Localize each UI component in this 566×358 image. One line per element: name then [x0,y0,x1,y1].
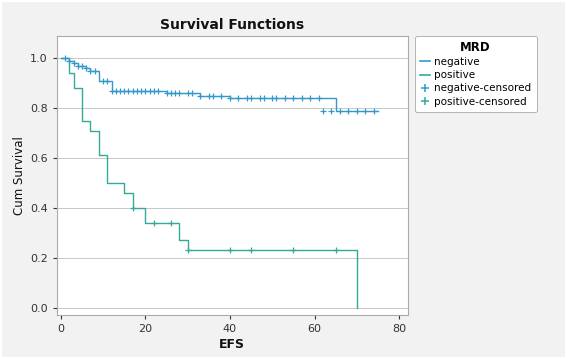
Legend: negative, positive, negative-censored, positive-censored: negative, positive, negative-censored, p… [414,36,537,112]
Y-axis label: Cum Survival: Cum Survival [12,136,25,215]
Title: Survival Functions: Survival Functions [160,18,304,32]
X-axis label: EFS: EFS [219,338,245,351]
